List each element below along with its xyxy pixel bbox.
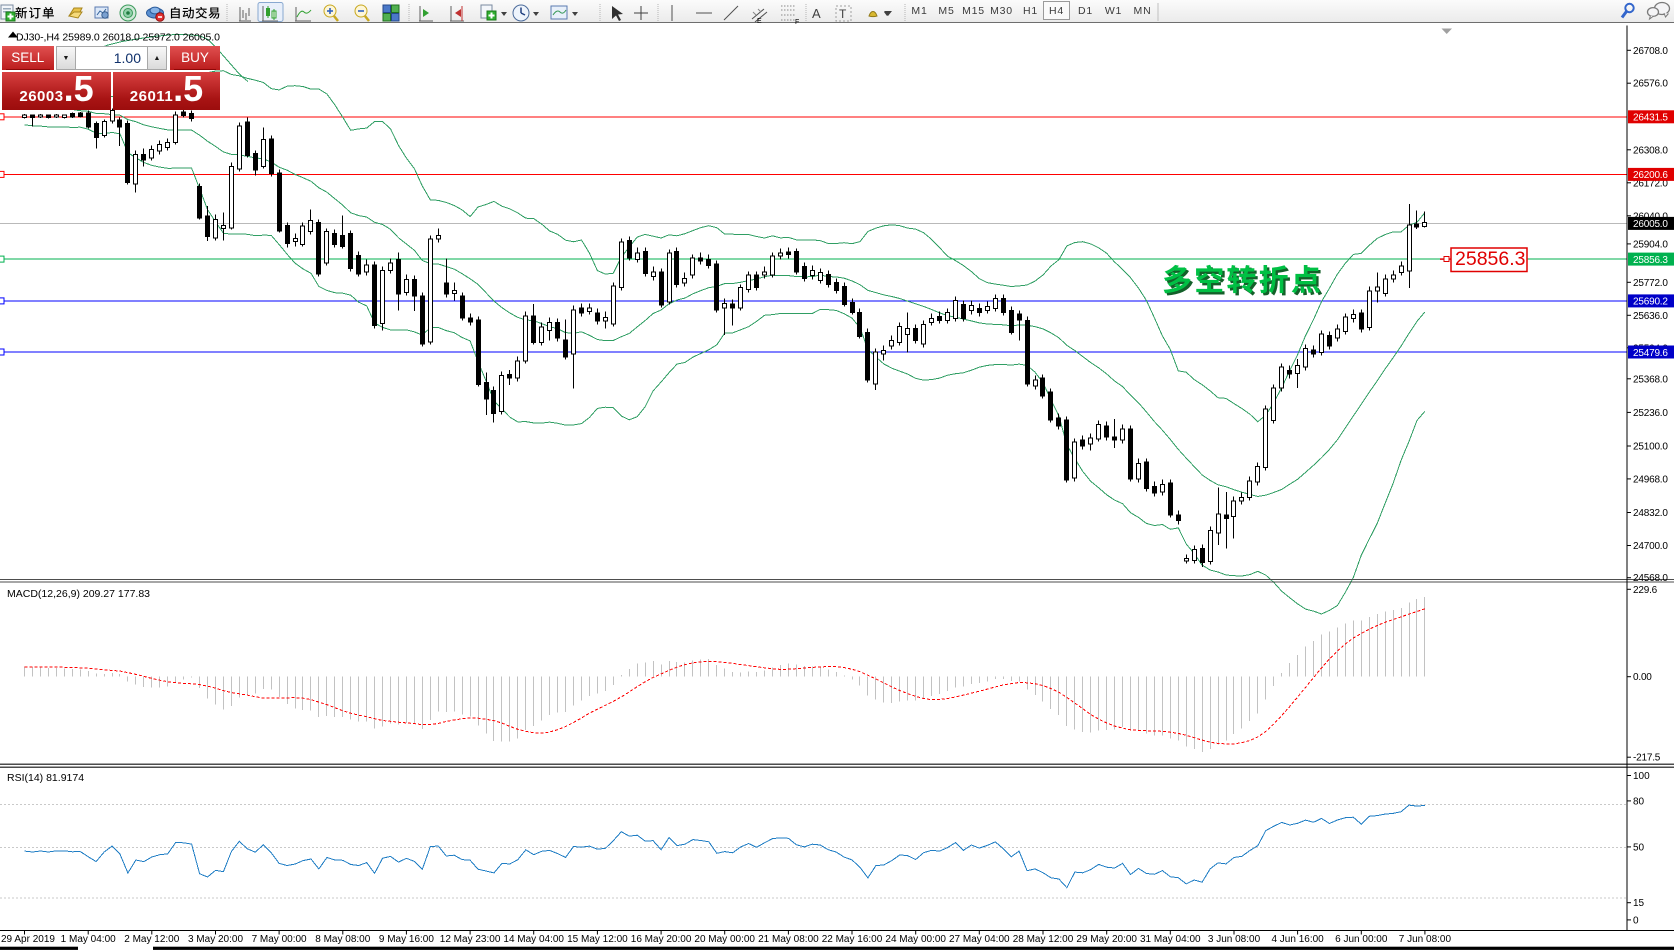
- svg-text:16 May 20:00: 16 May 20:00: [631, 933, 692, 944]
- svg-text:25236.0: 25236.0: [1633, 407, 1668, 418]
- svg-text:29 Apr 2019: 29 Apr 2019: [1, 933, 55, 944]
- svg-text:26172.0: 26172.0: [1633, 178, 1668, 189]
- svg-text:25904.0: 25904.0: [1633, 239, 1668, 250]
- svg-text:E: E: [757, 18, 762, 25]
- svg-text:7 Jun 08:00: 7 Jun 08:00: [1399, 933, 1452, 944]
- svg-text:15: 15: [1633, 898, 1645, 909]
- svg-text:3 Jun 08:00: 3 Jun 08:00: [1208, 933, 1261, 944]
- svg-text:12 May 23:00: 12 May 23:00: [440, 933, 501, 944]
- svg-text:15 May 12:00: 15 May 12:00: [567, 933, 628, 944]
- svg-text:F: F: [795, 19, 799, 26]
- svg-text:24968.0: 24968.0: [1633, 474, 1668, 485]
- svg-text:26308.0: 26308.0: [1633, 145, 1668, 156]
- svg-text:A: A: [812, 6, 821, 21]
- svg-text:26040.0: 26040.0: [1633, 211, 1668, 222]
- svg-text:24700.0: 24700.0: [1633, 541, 1668, 552]
- svg-text:RSI(14) 81.9174: RSI(14) 81.9174: [7, 772, 84, 784]
- svg-text:24832.0: 24832.0: [1633, 508, 1668, 519]
- svg-text:229.6: 229.6: [1633, 584, 1658, 595]
- svg-text:DJ30-,H4 25989.0 26018.0 2597: DJ30-,H4 25989.0 26018.0 25972.0 26005.0: [16, 31, 220, 43]
- svg-text:6 Jun 00:00: 6 Jun 00:00: [1335, 933, 1388, 944]
- svg-text:0: 0: [1633, 915, 1639, 926]
- svg-text:50: 50: [1633, 842, 1645, 853]
- svg-text:80: 80: [1633, 796, 1645, 807]
- svg-text:27 May 04:00: 27 May 04:00: [949, 933, 1010, 944]
- svg-text:31 May 04:00: 31 May 04:00: [1140, 933, 1201, 944]
- svg-text:0.00: 0.00: [1633, 672, 1652, 683]
- svg-text:26576.0: 26576.0: [1633, 78, 1668, 89]
- svg-text:2 May 12:00: 2 May 12:00: [124, 933, 179, 944]
- svg-text:25479.6: 25479.6: [1633, 347, 1668, 358]
- svg-text:20 May 00:00: 20 May 00:00: [694, 933, 755, 944]
- svg-text:25772.0: 25772.0: [1633, 277, 1668, 288]
- svg-text:24 May 00:00: 24 May 00:00: [885, 933, 946, 944]
- svg-text:8 May 08:00: 8 May 08:00: [315, 933, 370, 944]
- svg-text:25690.2: 25690.2: [1633, 296, 1668, 307]
- svg-text:25856.3: 25856.3: [1455, 248, 1526, 270]
- svg-text:22 May 16:00: 22 May 16:00: [822, 933, 883, 944]
- svg-text:26005.0: 26005.0: [1633, 219, 1668, 230]
- svg-text:29 May 20:00: 29 May 20:00: [1076, 933, 1137, 944]
- svg-text:9 May 16:00: 9 May 16:00: [379, 933, 434, 944]
- svg-text:25856.3: 25856.3: [1633, 254, 1668, 265]
- svg-text:1 May 04:00: 1 May 04:00: [61, 933, 116, 944]
- svg-text:3 May 20:00: 3 May 20:00: [188, 933, 243, 944]
- svg-text:100: 100: [1633, 771, 1650, 782]
- svg-text:21 May 08:00: 21 May 08:00: [758, 933, 819, 944]
- svg-text:MACD(12,26,9) 209.27 177.83: MACD(12,26,9) 209.27 177.83: [7, 588, 150, 600]
- svg-text:26708.0: 26708.0: [1633, 45, 1668, 56]
- svg-text:25636.0: 25636.0: [1633, 310, 1668, 321]
- svg-text:T: T: [839, 7, 847, 21]
- svg-text:14 May 04:00: 14 May 04:00: [503, 933, 564, 944]
- svg-text:-217.5: -217.5: [1633, 752, 1661, 763]
- svg-text:24568.0: 24568.0: [1633, 573, 1668, 584]
- svg-text:26431.5: 26431.5: [1633, 112, 1668, 123]
- svg-text:25100.0: 25100.0: [1633, 441, 1668, 452]
- svg-text:4 Jun 16:00: 4 Jun 16:00: [1271, 933, 1324, 944]
- svg-text:28 May 12:00: 28 May 12:00: [1013, 933, 1074, 944]
- svg-text:26200.6: 26200.6: [1633, 170, 1668, 181]
- svg-text:25368.0: 25368.0: [1633, 374, 1668, 385]
- svg-text:7 May 00:00: 7 May 00:00: [252, 933, 307, 944]
